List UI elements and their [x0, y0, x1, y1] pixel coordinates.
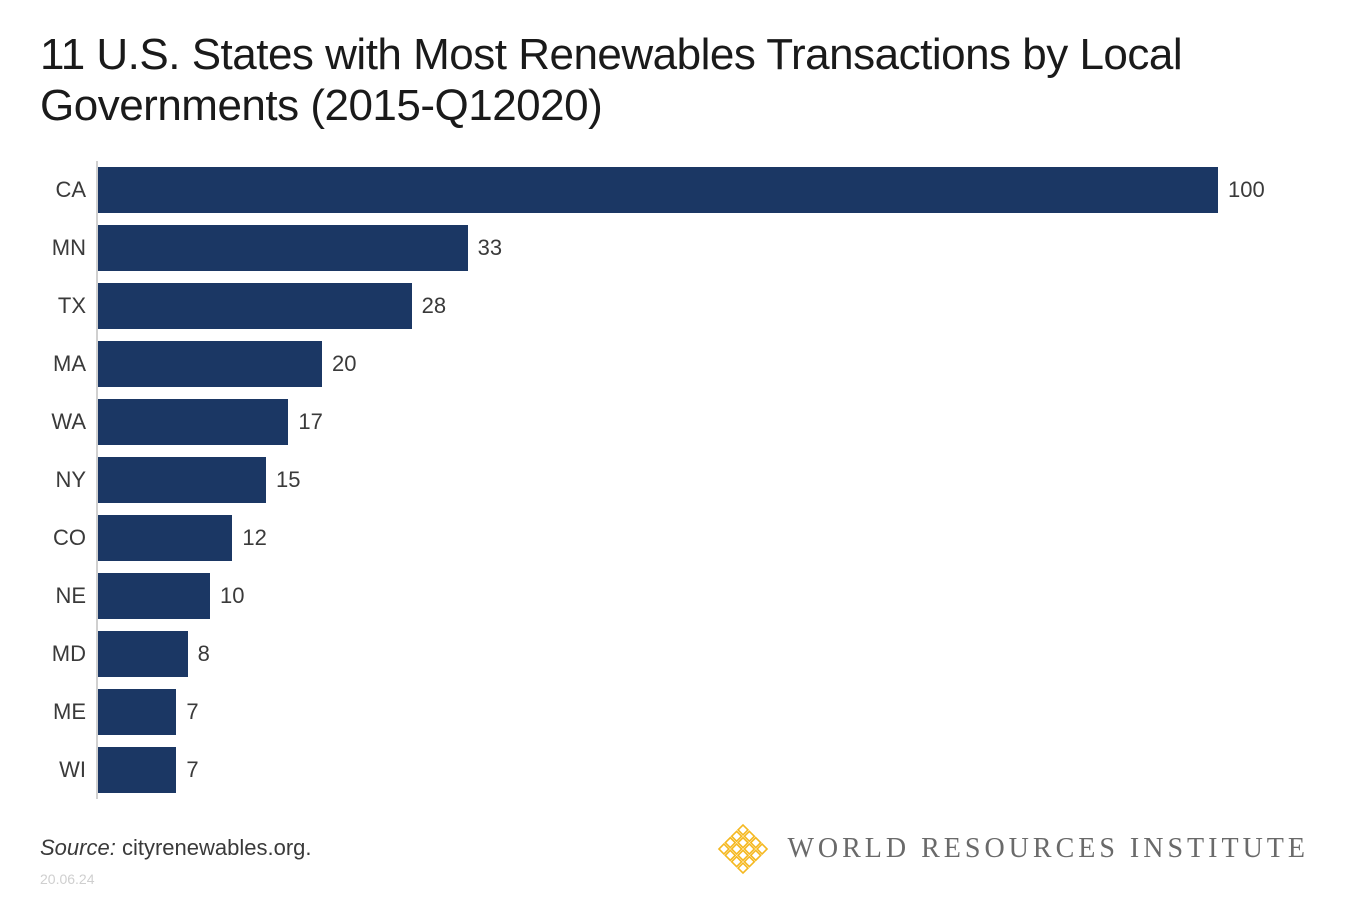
bar-cell: 28: [98, 277, 1309, 335]
bar-cell: 15: [98, 451, 1309, 509]
bar-value-label: 8: [198, 641, 210, 667]
bar-row: WI 7: [50, 741, 1309, 799]
bar-cell: 100: [98, 161, 1309, 219]
chart-title: 11 U.S. States with Most Renewables Tran…: [40, 30, 1309, 131]
category-label: TX: [50, 293, 96, 319]
bar-row: MN 33: [50, 219, 1309, 277]
bar-value-label: 17: [298, 409, 322, 435]
bar-cell: 17: [98, 393, 1309, 451]
bar-cell: 8: [98, 625, 1309, 683]
category-label: CO: [50, 525, 96, 551]
bar-cell: 10: [98, 567, 1309, 625]
bar-row: NE 10: [50, 567, 1309, 625]
bar-value-label: 10: [220, 583, 244, 609]
category-label: WI: [50, 757, 96, 783]
bar-value-label: 15: [276, 467, 300, 493]
source-line: Source: cityrenewables.org.: [40, 835, 312, 861]
bar: [98, 225, 468, 271]
bar-chart: CA100MN33TX28MA20WA17NY15CO12NE10MD8ME7W…: [50, 161, 1309, 799]
bar: [98, 573, 210, 619]
bar: [98, 399, 288, 445]
date-code: 20.06.24: [40, 871, 95, 887]
source-text: cityrenewables.org.: [122, 835, 312, 860]
attribution-text: WORLD RESOURCES INSTITUTE: [787, 833, 1309, 865]
bar-row: ME 7: [50, 683, 1309, 741]
bar: [98, 167, 1218, 213]
attribution: WORLD RESOURCES INSTITUTE: [717, 823, 1309, 875]
category-label: NE: [50, 583, 96, 609]
bar-value-label: 33: [478, 235, 502, 261]
source-label: Source:: [40, 835, 116, 860]
bar-cell: 33: [98, 219, 1309, 277]
bar-cell: 20: [98, 335, 1309, 393]
bar-row: CA 100: [50, 161, 1309, 219]
category-label: ME: [50, 699, 96, 725]
wri-logo-icon: [717, 823, 769, 875]
bar: [98, 341, 322, 387]
bar-row: WA 17: [50, 393, 1309, 451]
bar: [98, 631, 188, 677]
bar: [98, 283, 412, 329]
bar: [98, 457, 266, 503]
bar-value-label: 7: [186, 757, 198, 783]
bar-row: TX 28: [50, 277, 1309, 335]
category-label: MA: [50, 351, 96, 377]
bar-row: NY 15: [50, 451, 1309, 509]
bar: [98, 689, 176, 735]
bar-value-label: 20: [332, 351, 356, 377]
bar: [98, 515, 232, 561]
category-label: MD: [50, 641, 96, 667]
bar-row: MD 8: [50, 625, 1309, 683]
bar-cell: 7: [98, 683, 1309, 741]
bar-cell: 12: [98, 509, 1309, 567]
category-label: WA: [50, 409, 96, 435]
category-label: NY: [50, 467, 96, 493]
bar-value-label: 12: [242, 525, 266, 551]
bar-value-label: 7: [186, 699, 198, 725]
category-label: CA: [50, 177, 96, 203]
bar: [98, 747, 176, 793]
bar-cell: 7: [98, 741, 1309, 799]
bar-value-label: 28: [422, 293, 446, 319]
bar-row: CO 12: [50, 509, 1309, 567]
bar-value-label: 100: [1228, 177, 1265, 203]
bar-row: MA 20: [50, 335, 1309, 393]
category-label: MN: [50, 235, 96, 261]
